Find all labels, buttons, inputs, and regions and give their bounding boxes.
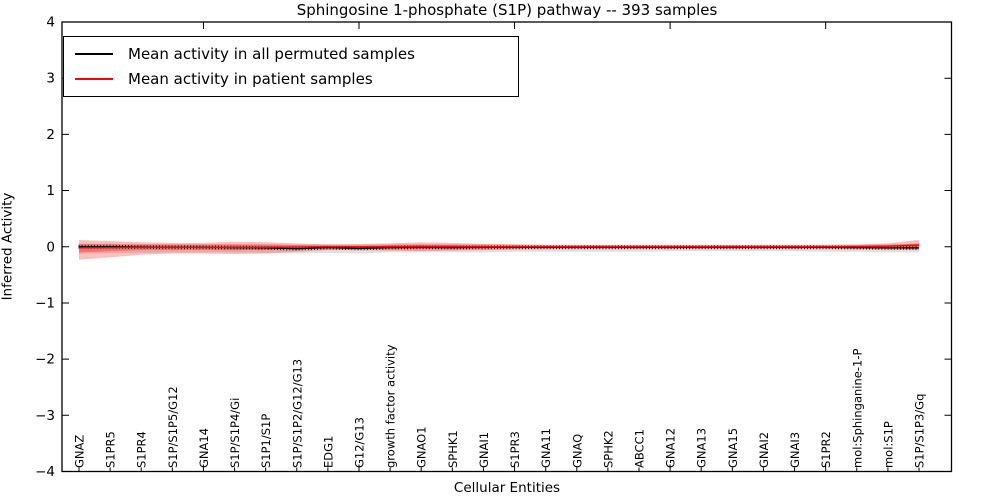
svg-text:GNAQ: GNAQ: [570, 434, 584, 468]
y-axis-label: Inferred Activity: [0, 192, 16, 301]
svg-text:GNA14: GNA14: [197, 428, 211, 468]
svg-text:−1: −1: [35, 295, 55, 311]
svg-text:GNA15: GNA15: [726, 428, 740, 468]
chart-title: Sphingosine 1-phosphate (S1P) pathway --…: [296, 1, 718, 19]
svg-text:−2: −2: [35, 352, 55, 368]
svg-text:S1P1/S1P: S1P1/S1P: [259, 414, 273, 468]
svg-text:S1P/S1P5/G12: S1P/S1P5/G12: [166, 386, 180, 468]
x-category-labels: GNAZ S1PR5 S1PR4 S1P/S1P5/G12 GNA14 S1P/S1P4/…: [73, 344, 927, 468]
patient-mean-line: [78, 244, 920, 249]
x-axis-label: Cellular Entities: [453, 480, 561, 496]
legend-line-sample-permuted: [75, 52, 113, 55]
svg-text:GNAZ: GNAZ: [73, 435, 87, 468]
legend-item-patient: Mean activity in patient samples: [75, 70, 518, 88]
svg-text:SPHK2: SPHK2: [601, 430, 615, 468]
svg-text:GNA11: GNA11: [539, 428, 553, 468]
svg-text:S1P/S1P2/G12/G13: S1P/S1P2/G12/G13: [290, 359, 304, 468]
svg-text:GNAO1: GNAO1: [415, 426, 429, 468]
svg-text:S1P/S1P4/Gi: S1P/S1P4/Gi: [228, 398, 242, 468]
svg-text:−3: −3: [35, 408, 55, 424]
legend-label-permuted: Mean activity in all permuted samples: [128, 44, 415, 63]
legend-item-permuted: Mean activity in all permuted samples: [75, 45, 518, 63]
svg-text:G12/G13: G12/G13: [353, 417, 367, 468]
svg-text:mol:Sphinganine-1-P: mol:Sphinganine-1-P: [850, 349, 864, 468]
legend: Mean activity in all permuted samples Me…: [63, 36, 519, 97]
svg-text:S1PR3: S1PR3: [508, 431, 522, 468]
svg-text:S1P/S1P3/Gq: S1P/S1P3/Gq: [913, 394, 927, 468]
patient-band-outer: [79, 240, 919, 260]
svg-text:−4: −4: [35, 464, 55, 480]
svg-text:GNA12: GNA12: [664, 428, 678, 468]
svg-text:mol:S1P: mol:S1P: [881, 421, 895, 468]
svg-text:GNAI1: GNAI1: [477, 432, 491, 468]
svg-text:S1PR2: S1PR2: [819, 431, 833, 468]
legend-line-sample-patient: [75, 78, 113, 81]
svg-text:2: 2: [46, 127, 55, 143]
y-tick-labels: 4 3 2 1 0 −1 −2 −3 −4: [35, 15, 55, 481]
svg-text:SPHK1: SPHK1: [446, 430, 460, 468]
svg-text:growth factor activity: growth factor activity: [384, 344, 398, 468]
legend-label-patient: Mean activity in patient samples: [128, 70, 373, 89]
svg-text:0: 0: [46, 239, 55, 255]
svg-text:ABCC1: ABCC1: [633, 429, 647, 468]
svg-text:GNA13: GNA13: [695, 428, 709, 468]
plot-frame: [61, 21, 953, 473]
svg-text:1: 1: [46, 183, 55, 199]
svg-text:S1PR4: S1PR4: [135, 431, 149, 468]
svg-text:GNAI2: GNAI2: [757, 432, 771, 468]
svg-text:EDG1: EDG1: [321, 436, 335, 468]
svg-text:4: 4: [46, 15, 55, 31]
permuted-band: [79, 243, 919, 254]
svg-text:GNAI3: GNAI3: [788, 432, 802, 468]
svg-text:3: 3: [46, 71, 55, 87]
svg-text:S1PR5: S1PR5: [104, 431, 118, 468]
